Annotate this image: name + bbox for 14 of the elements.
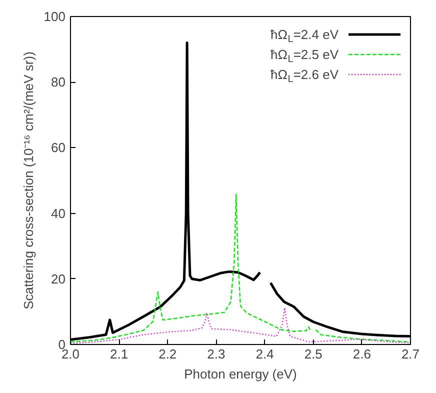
y-tick-label: 80	[51, 74, 66, 90]
y-tick-label: 100	[44, 9, 66, 24]
x-tick-label: 2.4	[256, 346, 274, 362]
x-tick-label: 2.7	[401, 346, 420, 362]
x-axis-title: Photon energy (eV)	[184, 366, 297, 382]
x-tick-label: 2.1	[110, 346, 128, 362]
y-axis-title: Scattering cross-section (10⁻¹⁶ cm²/(meV sr))	[20, 52, 36, 310]
y-tick-label: 60	[51, 140, 66, 156]
x-tick-label: 2.3	[207, 346, 226, 362]
x-tick-label: 2.5	[304, 346, 322, 362]
x-tick-label: 2.6	[352, 346, 371, 362]
x-tick-label: 2.2	[158, 346, 177, 362]
y-tick-label: 40	[51, 206, 66, 221]
y-tick-label: 20	[51, 271, 66, 286]
